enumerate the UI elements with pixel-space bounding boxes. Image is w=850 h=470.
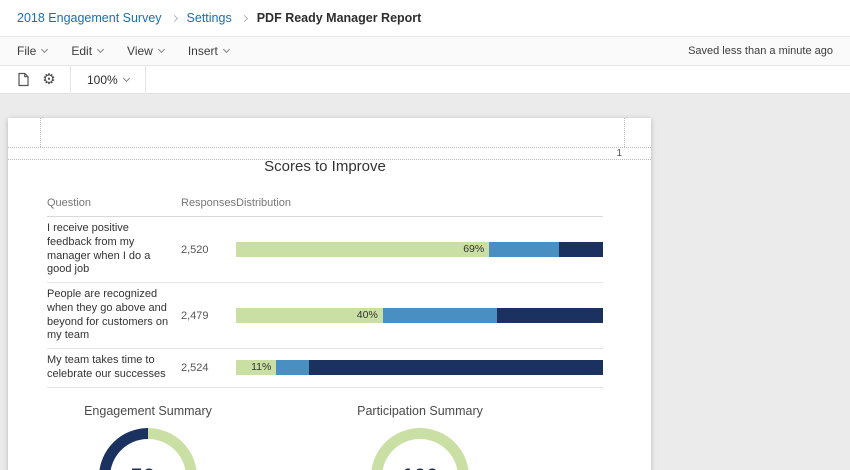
favorable-segment: 69% [236,242,490,257]
margin-guide-left [40,118,41,147]
responses-value: 2,524 [181,361,209,374]
menu-insert[interactable]: Insert [187,44,230,58]
donut-chart: 100 [371,427,469,470]
unfavorable-segment [496,308,603,323]
menu-insert-label: Insert [187,44,218,58]
page-number: 1 [616,148,622,159]
report-page: 1 Scores to Improve Question Responses D… [8,118,651,470]
document-icon [17,72,29,87]
favorable-pct-label: 11% [251,361,272,374]
neutral-segment [489,242,559,257]
chevron-down-icon [41,45,49,54]
question-text: My team takes time to celebrate our succ… [47,354,166,380]
menu-edit[interactable]: Edit [71,44,105,58]
chevron-down-icon [157,45,165,54]
table-header-row: Question Responses Distribution [47,197,603,217]
summary-section: Engagement Summary 56% [12,404,284,470]
responses-value: 2,479 [181,309,209,322]
responses-value: 2,520 [181,243,209,256]
toolbar-divider [144,65,146,94]
distribution-bar: 69% [236,242,603,257]
toolbar-divider [70,65,71,94]
report-title: Scores to Improve [264,158,386,175]
table-row: I receive positive feedback from my mana… [47,217,603,283]
toolbar: ⚙ 100% [0,65,850,94]
chevron-down-icon [122,74,130,82]
neutral-segment [276,360,310,376]
breadcrumb-link-settings[interactable]: Settings [186,11,232,25]
chevron-right-icon [170,14,178,22]
header-margin-line [8,159,651,160]
question-text: People are recognized when they go above… [47,288,169,342]
donut-hole: 100 [382,438,458,470]
breadcrumb: 2018 Engagement Survey Settings PDF Read… [0,0,850,37]
unfavorable-segment [309,360,603,376]
chevron-down-icon [96,45,105,54]
chevron-right-icon [240,14,248,22]
donut-value: 100 [402,464,439,470]
table-row: My team takes time to celebrate our succ… [47,349,603,388]
chevron-down-icon [222,45,230,54]
table-rows: I receive positive feedback from my mana… [47,217,603,388]
report-content: Scores to Improve Question Responses Dis… [8,118,651,388]
header-margin-line [8,147,651,148]
breadcrumb-link-survey[interactable]: 2018 Engagement Survey [17,11,162,25]
scores-table: Question Responses Distribution I receiv… [47,197,603,388]
zoom-dropdown[interactable]: 100% [79,73,137,87]
summary-title: Engagement Summary [84,403,212,418]
breadcrumb-current-page: PDF Ready Manager Report [256,11,422,25]
distribution-bar: 11% [236,360,603,376]
column-header-responses: Responses [181,197,237,209]
margin-guide-right [624,118,625,147]
gear-icon: ⚙ [42,71,56,88]
donut-chart: 56% [99,427,197,470]
favorable-segment: 11% [236,360,277,376]
summary-title: Participation Summary [357,403,483,418]
document-canvas[interactable]: 1 Scores to Improve Question Responses D… [0,94,850,470]
menu-view-label: View [127,44,153,58]
summary-section: Participation Summary 100 [284,404,556,470]
question-text: I receive positive feedback from my mana… [47,222,151,276]
menu-file-label: File [17,44,37,58]
neutral-segment [382,308,497,323]
donut-value: 56 [130,464,154,470]
menu-view[interactable]: View [127,44,165,58]
table-row: People are recognized when they go above… [47,283,603,349]
menu-file[interactable]: File [17,44,49,58]
column-header-question: Question [47,197,92,209]
saved-status: Saved less than a minute ago [688,45,833,57]
favorable-pct-label: 69% [463,243,485,255]
column-header-distribution: Distribution [236,197,292,209]
settings-button[interactable]: ⚙ [36,66,62,94]
donut-hole: 56% [110,438,186,470]
unfavorable-segment [558,242,603,257]
menu-edit-label: Edit [71,44,93,58]
distribution-bar: 40% [236,308,603,323]
document-button[interactable] [10,66,36,94]
zoom-level: 100% [87,72,118,87]
summary-section-row: Engagement Summary 56% Participation Summa… [8,404,651,470]
favorable-pct-label: 40% [356,309,378,321]
favorable-segment: 40% [236,308,383,323]
menu-bar: File Edit View Insert Saved less than a … [0,37,850,66]
